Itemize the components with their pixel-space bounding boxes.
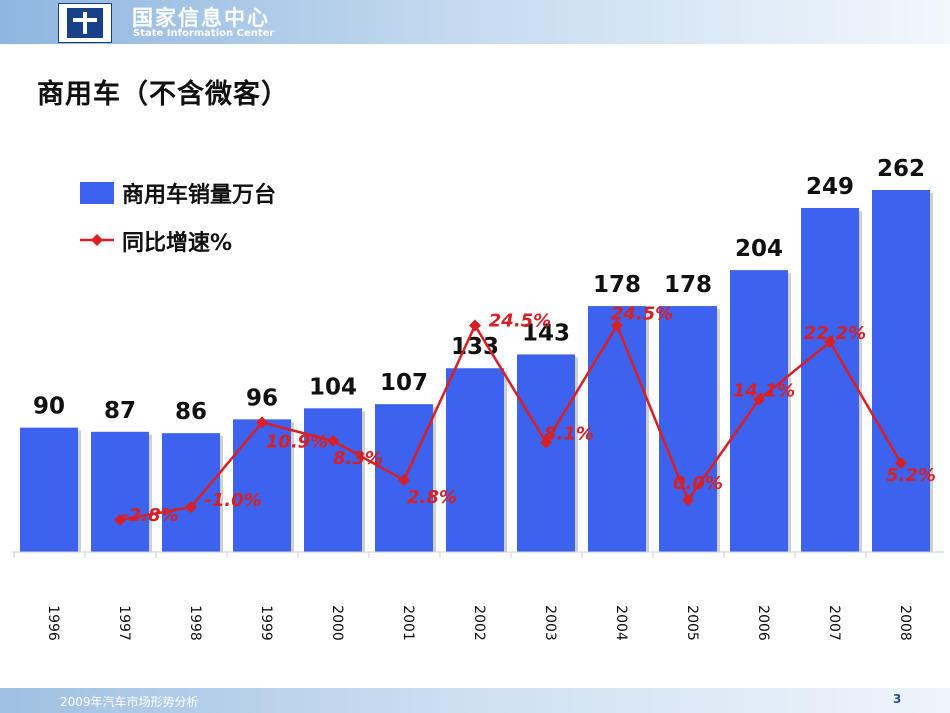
footer-text: 2009年汽车市场形势分析	[60, 695, 199, 709]
bar-2002	[446, 368, 504, 552]
growth-value-label: -1.0%	[204, 490, 261, 511]
bar-shadow	[575, 357, 578, 552]
growth-point	[398, 474, 410, 487]
bar-2004	[588, 306, 646, 552]
bar-shadow	[788, 273, 791, 552]
growth-point	[682, 494, 694, 506]
footer-bar: 2009年汽车市场形势分析 3	[0, 688, 950, 713]
bar-shadow	[291, 422, 294, 552]
bar-2003	[517, 354, 575, 552]
header-bar: 国家信息中心 State Information Center	[0, 0, 950, 44]
bar-value-label: 178	[664, 272, 712, 298]
growth-point	[469, 319, 481, 332]
x-tick-label: 2007	[826, 605, 842, 641]
logo-icon	[58, 3, 112, 43]
bar-shadow	[433, 407, 436, 552]
x-tick-label: 1996	[45, 605, 61, 641]
growth-line	[119, 324, 903, 522]
growth-point	[611, 319, 623, 332]
growth-value-label: 8.3%	[333, 448, 383, 469]
growth-point	[753, 393, 765, 406]
bar-shadow	[78, 430, 81, 552]
bar-value-label: 249	[806, 174, 854, 200]
bar-shadow	[717, 309, 720, 552]
x-tick-label: 2000	[329, 605, 345, 641]
x-tick-label: 2002	[471, 605, 487, 641]
growth-value-label: 14.1%	[733, 381, 795, 402]
bar-shadow	[220, 436, 223, 552]
bar-value-label: 96	[246, 385, 278, 411]
bar-value-label: 87	[104, 398, 136, 424]
x-tick-label: 2008	[897, 605, 913, 641]
legend-line-marker	[91, 234, 103, 246]
bar-value-label: 204	[735, 236, 783, 262]
bar-value-label: 133	[451, 334, 499, 360]
growth-point	[256, 416, 268, 429]
x-tick-label: 1999	[258, 605, 274, 641]
bar-shadow	[149, 434, 152, 552]
bar-value-label: 178	[593, 272, 641, 298]
growth-value-label: 8.1%	[544, 423, 594, 444]
bar-value-label: 86	[175, 399, 207, 425]
growth-point	[824, 335, 836, 348]
org-name-en: State Information Center	[133, 28, 275, 39]
bar-value-label: 262	[877, 156, 925, 182]
growth-value-label: -2.8%	[121, 505, 178, 526]
slide-title: 商用车（不含微客）	[37, 79, 289, 110]
bar-value-label: 107	[380, 370, 428, 396]
x-tick-label: 1997	[116, 605, 132, 641]
growth-value-label: 5.2%	[886, 465, 936, 486]
growth-point	[540, 436, 552, 449]
growth-value-label: 22.2%	[804, 323, 866, 344]
growth-point	[185, 501, 197, 514]
bar-value-label: 104	[309, 374, 357, 400]
bar-2007	[801, 207, 859, 552]
growth-value-label: 24.5%	[611, 304, 673, 325]
bar-shadow	[859, 210, 862, 552]
growth-value-label: 2.8%	[407, 487, 457, 508]
x-tick-label: 1998	[187, 605, 203, 641]
bar-value-label: 143	[522, 320, 570, 346]
bar-2005	[659, 306, 717, 552]
bar-shadow	[504, 371, 507, 552]
legend-bar-label: 商用车销量万台	[122, 182, 276, 208]
x-tick-label: 2003	[542, 605, 558, 641]
bar-2006	[730, 270, 788, 552]
growth-value-label: 10.9%	[266, 431, 328, 452]
bar-shadow	[646, 309, 649, 552]
bar-2000	[304, 408, 362, 552]
growth-value-label: 24.5%	[489, 311, 551, 332]
bar-1996	[20, 427, 78, 552]
org-name-cn: 国家信息中心	[132, 6, 270, 30]
bar-value-label: 90	[33, 394, 65, 420]
legend-line-label: 同比增速%	[122, 230, 232, 256]
page-number: 3	[893, 692, 902, 706]
x-tick-label: 2006	[755, 605, 771, 641]
bar-1998	[162, 433, 220, 552]
bar-1997	[91, 431, 149, 552]
growth-value-label: 0.0%	[673, 473, 723, 494]
bar-shadow	[930, 193, 933, 552]
bar-shadow	[362, 411, 365, 552]
bar-1999	[233, 419, 291, 552]
growth-point	[895, 456, 907, 469]
growth-point	[114, 513, 126, 526]
growth-point	[327, 434, 339, 447]
x-tick-label: 2005	[684, 605, 700, 641]
x-tick-label: 2004	[613, 605, 629, 641]
bar-2008	[872, 190, 930, 552]
x-tick-label: 2001	[400, 605, 416, 641]
legend-bar-swatch	[80, 182, 114, 204]
